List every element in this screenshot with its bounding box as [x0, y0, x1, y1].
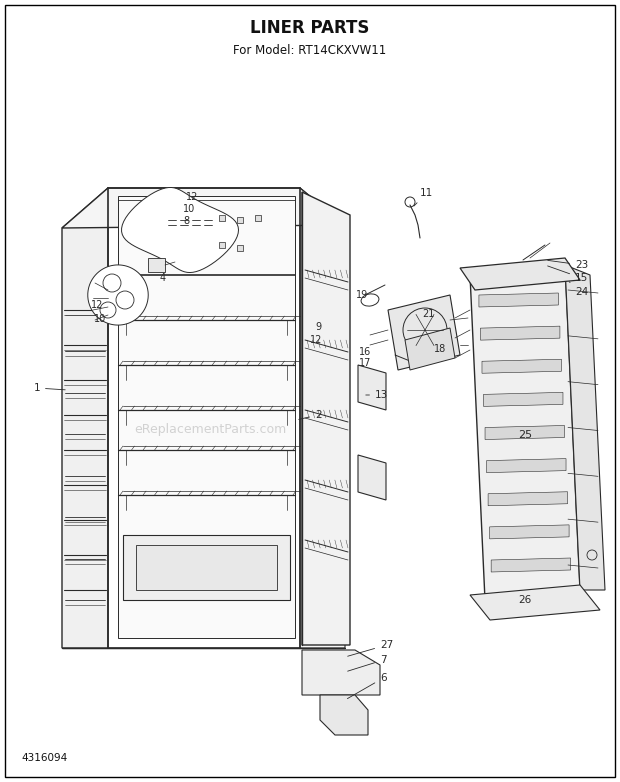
- Polygon shape: [460, 258, 580, 290]
- Polygon shape: [405, 328, 455, 370]
- Bar: [219, 242, 225, 248]
- Polygon shape: [62, 188, 108, 648]
- Text: eReplacementParts.com: eReplacementParts.com: [134, 424, 286, 436]
- Polygon shape: [123, 535, 290, 600]
- Polygon shape: [482, 359, 562, 373]
- Bar: [255, 215, 261, 221]
- Text: 18: 18: [434, 344, 446, 354]
- Polygon shape: [479, 293, 559, 307]
- Text: 19: 19: [356, 290, 368, 300]
- Polygon shape: [485, 425, 564, 439]
- Text: LINER PARTS: LINER PARTS: [250, 19, 370, 37]
- Text: 2: 2: [299, 410, 322, 420]
- Bar: [237, 245, 243, 251]
- Bar: [237, 217, 243, 223]
- Text: 13: 13: [366, 390, 388, 400]
- Polygon shape: [470, 265, 580, 600]
- Polygon shape: [300, 188, 345, 648]
- Polygon shape: [490, 525, 569, 539]
- Polygon shape: [470, 585, 600, 620]
- Text: 23: 23: [547, 260, 588, 270]
- Polygon shape: [320, 695, 368, 735]
- Polygon shape: [302, 650, 380, 695]
- Text: 12: 12: [310, 335, 322, 345]
- Text: 15: 15: [547, 266, 588, 283]
- Text: 4316094: 4316094: [22, 753, 68, 763]
- Text: 8: 8: [183, 216, 189, 226]
- Text: 10: 10: [94, 314, 106, 324]
- Text: 26: 26: [518, 595, 531, 605]
- Polygon shape: [488, 492, 567, 506]
- Text: 21: 21: [422, 309, 434, 319]
- Text: 17: 17: [359, 358, 371, 368]
- Polygon shape: [118, 196, 295, 638]
- Polygon shape: [480, 326, 560, 340]
- Text: 7: 7: [348, 655, 387, 671]
- Polygon shape: [565, 265, 605, 590]
- Polygon shape: [484, 393, 563, 407]
- Text: 4: 4: [160, 273, 166, 283]
- Polygon shape: [302, 192, 350, 645]
- Polygon shape: [388, 295, 460, 370]
- Polygon shape: [88, 265, 148, 325]
- Text: 12: 12: [91, 300, 103, 310]
- Polygon shape: [358, 365, 386, 410]
- Text: 24: 24: [569, 282, 588, 297]
- Polygon shape: [136, 545, 277, 590]
- Text: 12: 12: [186, 192, 198, 202]
- Polygon shape: [358, 455, 386, 500]
- Polygon shape: [122, 188, 239, 273]
- Text: 9: 9: [315, 322, 321, 332]
- Polygon shape: [148, 258, 165, 272]
- Bar: [219, 215, 225, 221]
- Text: 11: 11: [414, 188, 433, 206]
- Text: 6: 6: [347, 673, 387, 698]
- Text: 10: 10: [183, 204, 195, 214]
- Text: 27: 27: [348, 640, 393, 656]
- Polygon shape: [487, 458, 566, 472]
- Text: 1: 1: [33, 383, 65, 393]
- Polygon shape: [491, 558, 570, 572]
- Text: For Model: RT14CKXVW11: For Model: RT14CKXVW11: [233, 44, 387, 56]
- Text: 16: 16: [359, 347, 371, 357]
- Text: 25: 25: [518, 430, 532, 440]
- Polygon shape: [62, 188, 345, 228]
